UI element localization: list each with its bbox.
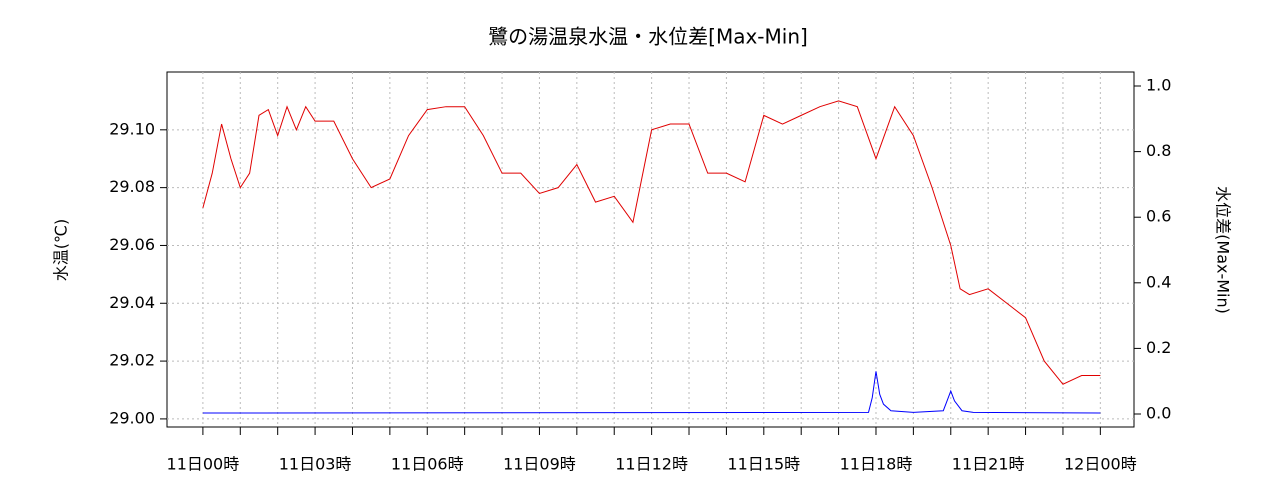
x-tick-label: 11日21時 (952, 455, 1025, 474)
x-tick-label: 11日09時 (503, 455, 576, 474)
y-tick-label: 29.06 (109, 235, 155, 254)
y-tick-label: 29.00 (109, 408, 155, 427)
y2-axis-label: 水位差(Max-Min) (1214, 186, 1233, 314)
x-tick-label: 11日18時 (840, 455, 913, 474)
chart-title: 鷺の湯温泉水温・水位差[Max-Min] (488, 25, 808, 49)
y-axis-label: 水温(℃) (52, 219, 71, 281)
plot-frame (166, 71, 1135, 428)
x-tick-label: 11日12時 (615, 455, 688, 474)
y-tick-label: 29.02 (109, 351, 155, 370)
x-tick-label: 11日00時 (167, 455, 240, 474)
series-line (202, 100, 1101, 385)
y-tick-label: 29.10 (109, 119, 155, 138)
y2-tick-label: 1.0 (1146, 76, 1171, 95)
x-tick-label: 12日00時 (1064, 455, 1137, 474)
y2-tick-label: 0.8 (1146, 141, 1171, 160)
y2-tick-label: 0.0 (1146, 404, 1171, 423)
y-tick-label: 29.04 (109, 293, 155, 312)
y-tick-label: 29.08 (109, 177, 155, 196)
x-tick-label: 11日06時 (391, 455, 464, 474)
x-tick-label: 11日03時 (279, 455, 352, 474)
y2-tick-label: 0.2 (1146, 338, 1171, 357)
y2-tick-label: 0.4 (1146, 272, 1171, 291)
y2-tick-label: 0.6 (1146, 207, 1171, 226)
x-tick-label: 11日15時 (727, 455, 800, 474)
series-line (202, 371, 1101, 414)
